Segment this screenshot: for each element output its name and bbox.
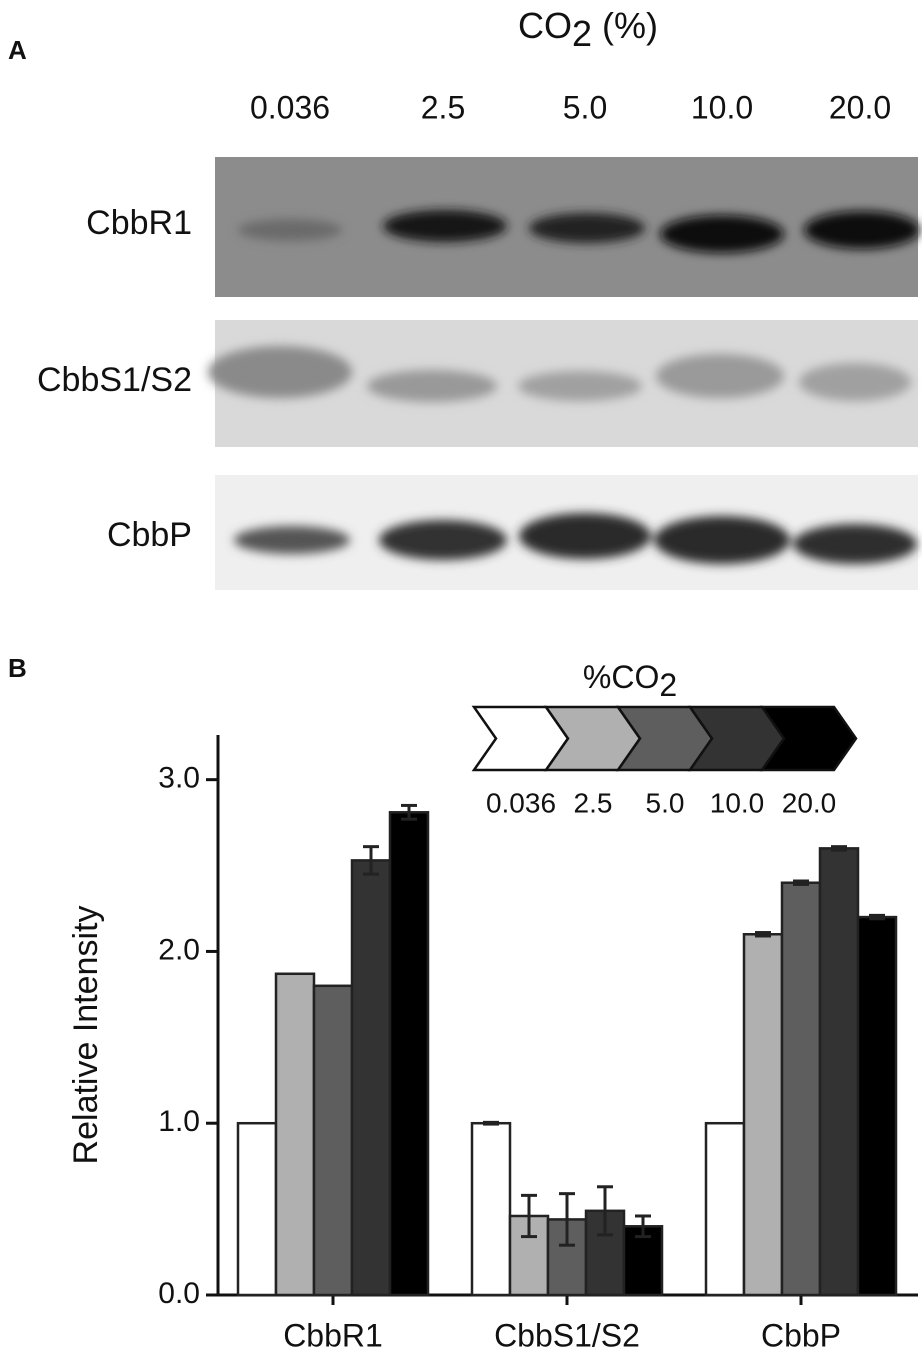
lane-label: 5.0: [563, 89, 607, 125]
x-tick-label: CbbR1: [283, 1317, 383, 1353]
y-tick-label: 0.0: [158, 1277, 200, 1310]
row-label: CbbR1: [86, 204, 192, 242]
error-bar: [521, 1193, 537, 1239]
error-bar: [597, 1185, 613, 1237]
header-subscript: 2: [572, 13, 592, 54]
lane-label: 2.5: [421, 89, 465, 125]
bar: [350, 859, 392, 1297]
y-axis-label: Relative Intensity: [67, 906, 105, 1165]
panel-b: B %CO2 Relative Intensity: [8, 653, 677, 1165]
header-suffix: (%): [592, 5, 658, 46]
legend-swatch: [759, 705, 858, 772]
legend-label: 0.036: [486, 787, 556, 818]
y-tick-label: 2.0: [158, 933, 200, 966]
panel-a: A CO2 (%): [8, 5, 920, 590]
y-tick-label: 3.0: [158, 762, 200, 795]
legend-label: 10.0: [710, 787, 765, 818]
x-tick-label: CbbS1/S2: [494, 1317, 640, 1353]
bar: [856, 915, 898, 1297]
bar: [388, 811, 430, 1297]
error-bar: [363, 845, 379, 876]
x-tick-label: CbbP: [761, 1317, 841, 1353]
blot-bands: [208, 210, 920, 564]
lane-label: 0.036: [250, 89, 330, 125]
row-label: CbbS1/S2: [37, 361, 192, 399]
error-bar: [755, 931, 771, 938]
legend-label: 20.0: [782, 787, 837, 818]
bar: [818, 847, 860, 1297]
legend-title: %CO2: [583, 659, 677, 703]
legend-title-text: %CO: [583, 659, 659, 695]
error-bar: [793, 879, 809, 886]
legend-title-subscript: 2: [659, 667, 677, 703]
panel-label: B: [8, 653, 27, 683]
header-text: CO: [518, 5, 572, 46]
bar: [470, 1121, 512, 1297]
bar: [274, 972, 316, 1297]
error-bar: [869, 913, 885, 921]
legend-label: 5.0: [646, 787, 685, 818]
row-label: CbbP: [107, 516, 192, 554]
bar: [236, 1121, 278, 1297]
bar: [742, 933, 784, 1297]
error-bar: [831, 845, 847, 852]
lane-label: 10.0: [691, 89, 753, 125]
error-bar: [635, 1214, 651, 1239]
bar: [780, 881, 822, 1297]
error-bar: [401, 803, 417, 821]
error-bar: [483, 1120, 499, 1126]
y-tick-label: 1.0: [158, 1105, 200, 1138]
error-bar: [559, 1192, 575, 1247]
bar: [704, 1121, 746, 1297]
bar: [312, 984, 354, 1297]
lane-label: 20.0: [829, 89, 891, 125]
blot-header: CO2 (%): [518, 5, 658, 54]
legend-label: 2.5: [574, 787, 613, 818]
panel-label: A: [8, 35, 27, 65]
